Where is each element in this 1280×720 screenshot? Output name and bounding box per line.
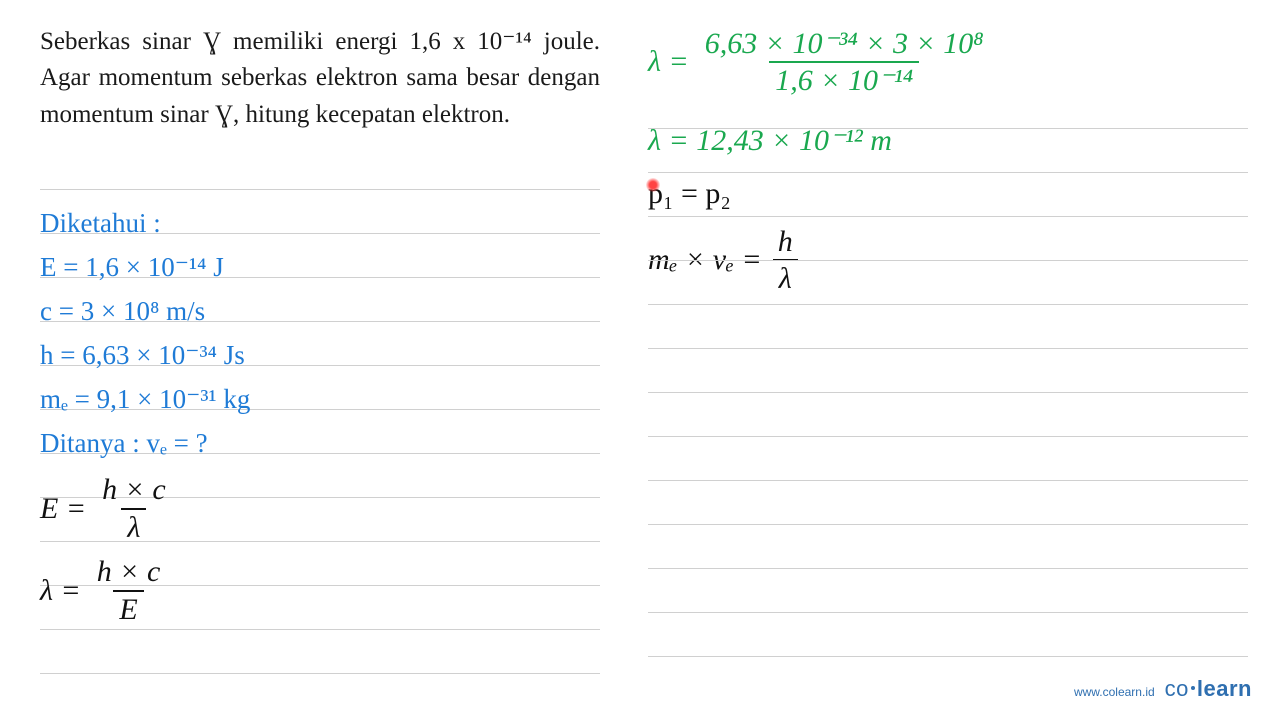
eq-me-ve-den: λ [773, 259, 798, 295]
footer-brand: colearn [1165, 676, 1252, 702]
eq-lambda-result: λ = 12,43 × 10⁻¹² m [648, 118, 1248, 162]
eq-lambda-result-text: λ = 12,43 × 10⁻¹² m [648, 123, 892, 158]
eq-lambda-lhs: λ = [40, 574, 81, 608]
eq-E-lhs: E = [40, 492, 86, 526]
ruled-lines-right [648, 24, 1248, 635]
eq-E-den: λ [121, 508, 146, 544]
footer-url: www.colearn.id [1074, 685, 1155, 699]
eq-lambda-den: E [113, 590, 143, 626]
known-E: E = 1,6 × 10⁻¹⁴ J [40, 245, 600, 289]
eq-lambda-subst-num: 6,63 × 10⁻³⁴ × 3 × 10⁸ [699, 28, 990, 62]
footer-brand-learn: learn [1197, 676, 1252, 701]
eq-me-ve-num: h [772, 226, 799, 260]
label-ditanya: Ditanya : vₑ = ? [40, 421, 600, 465]
known-h: h = 6,63 × 10⁻³⁴ Js [40, 333, 600, 377]
problem-statement: Seberkas sinar Ɣ memiliki energi 1,6 x 1… [40, 24, 600, 133]
known-c: c = 3 × 10⁸ m/s [40, 289, 600, 333]
highlight-marker-icon [646, 178, 660, 192]
eq-lambda-hc-E: λ = h × c E [40, 553, 600, 629]
footer-brand-co: co [1165, 676, 1189, 701]
dot-icon [1191, 686, 1195, 690]
eq-lambda-subst-den: 1,6 × 10⁻¹⁴ [769, 61, 919, 97]
footer: www.colearn.id colearn [1074, 676, 1252, 702]
eq-E-num: h × c [96, 474, 172, 508]
eq-lambda-subst: λ = 6,63 × 10⁻³⁴ × 3 × 10⁸ 1,6 × 10⁻¹⁴ [648, 24, 1248, 100]
eq-E-hc-lambda: E = h × c λ [40, 471, 600, 547]
eq-me-ve-lhs: mₑ × vₑ = [648, 243, 762, 277]
label-diketahui: Diketahui : [40, 201, 600, 245]
known-me: mₑ = 9,1 × 10⁻³¹ kg [40, 377, 600, 421]
eq-me-ve: mₑ × vₑ = h λ [648, 222, 1248, 298]
eq-lambda-subst-lhs: λ = [648, 45, 689, 79]
eq-lambda-num: h × c [91, 556, 167, 590]
eq-p1-p2: p₁ = p₂ [648, 177, 731, 211]
